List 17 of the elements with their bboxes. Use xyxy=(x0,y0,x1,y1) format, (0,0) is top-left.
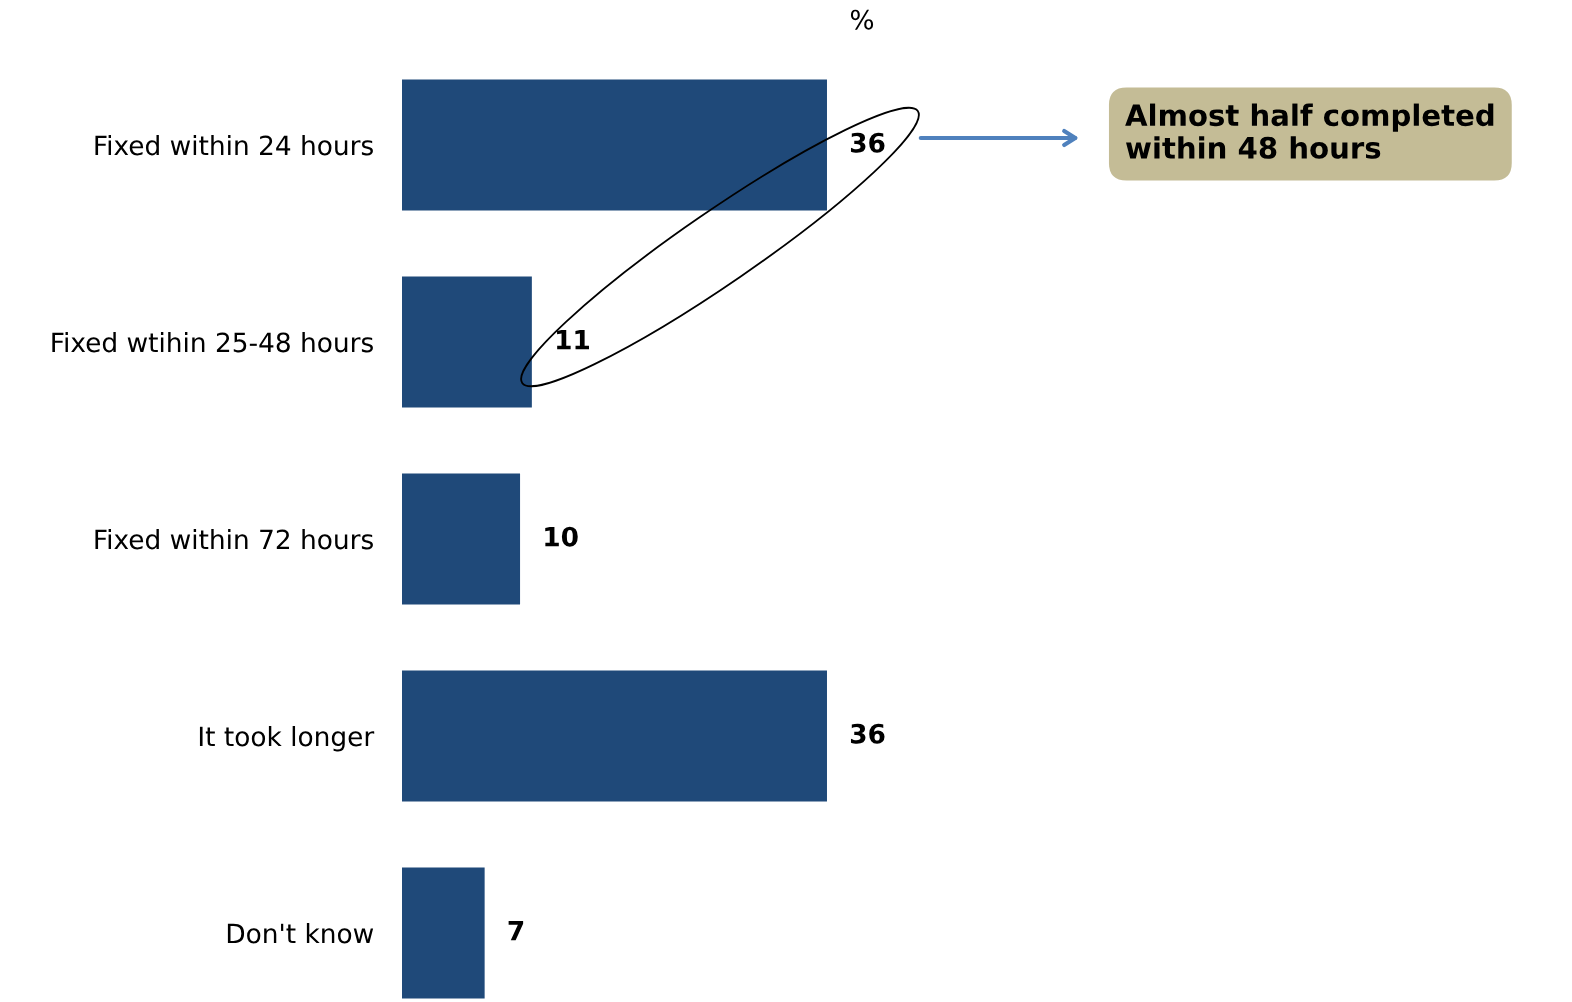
data-label: 36 xyxy=(850,132,885,153)
data-label: 11 xyxy=(557,330,589,350)
data-label: 7 xyxy=(508,921,524,941)
y-tick-label: Fixed within 24 hours xyxy=(95,134,373,156)
bar xyxy=(402,276,532,408)
data-label: 36 xyxy=(850,723,885,744)
y-tick-label: Fixed wtihin 25-48 hours xyxy=(52,331,373,353)
text: Almost half completed within 48 hours xyxy=(1125,103,1494,159)
data-label: 10 xyxy=(545,526,578,547)
y-tick-label: Don't know xyxy=(227,922,374,944)
bar xyxy=(402,473,521,605)
bar xyxy=(402,867,485,999)
y-tick-label: Fixed within 72 hours xyxy=(95,528,373,550)
bar xyxy=(402,79,827,211)
chart-title: % xyxy=(850,9,874,30)
y-tick-label: It took longer xyxy=(199,725,375,752)
bar xyxy=(402,670,827,802)
